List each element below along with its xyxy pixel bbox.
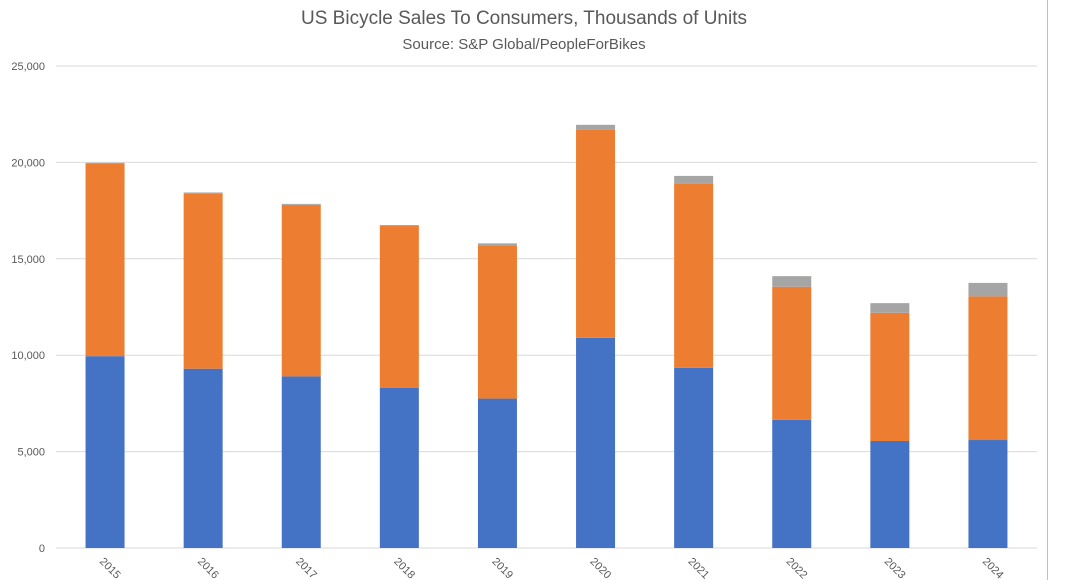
- bar-segment-1: [281, 376, 321, 548]
- bar-segment-2: [183, 193, 223, 369]
- y-tick-label: 5,000: [17, 447, 45, 459]
- y-tick-label: 10,000: [11, 350, 45, 362]
- bar-segment-3: [183, 192, 223, 194]
- bar-segment-1: [968, 440, 1008, 548]
- bar-segment-1: [85, 356, 125, 548]
- bar-segment-3: [576, 124, 616, 130]
- bar-segment-2: [968, 296, 1008, 441]
- bar-segment-3: [477, 243, 517, 246]
- bar-segment-2: [85, 163, 125, 357]
- bar-segment-2: [772, 286, 812, 420]
- bar-segment-3: [772, 276, 812, 287]
- bar-segment-3: [674, 175, 714, 184]
- bar-segment-1: [477, 398, 517, 548]
- bar-segment-3: [281, 203, 321, 205]
- x-tick-label: 2019: [489, 556, 515, 580]
- bar-segment-3: [968, 282, 1008, 297]
- y-tick-label: 15,000: [11, 254, 45, 266]
- x-tick-label: 2018: [391, 556, 417, 580]
- bar-segment-1: [576, 337, 616, 548]
- x-tick-label: 2016: [195, 556, 221, 580]
- x-tick-label: 2021: [686, 556, 712, 580]
- bar-segment-2: [870, 312, 910, 441]
- bar-segment-2: [281, 204, 321, 377]
- bar-segment-2: [477, 245, 517, 399]
- bar-segment-2: [576, 129, 616, 338]
- x-tick-label: 2020: [587, 556, 613, 580]
- x-tick-label: 2022: [784, 556, 810, 580]
- bar-segment-1: [674, 367, 714, 548]
- chart-subtitle: Source: S&P Global/PeopleForBikes: [402, 36, 646, 53]
- chart-title: US Bicycle Sales To Consumers, Thousands…: [301, 8, 747, 29]
- bar-segment-1: [379, 387, 419, 548]
- bar-segment-3: [85, 162, 125, 164]
- y-tick-label: 20,000: [11, 157, 45, 169]
- bar-segment-2: [379, 226, 419, 388]
- x-tick-label: 2024: [980, 556, 1006, 580]
- bar-segment-3: [379, 225, 419, 227]
- x-tick-label: 2023: [882, 556, 908, 580]
- bar-segment-1: [183, 368, 223, 548]
- bar-segment-1: [772, 419, 812, 548]
- bar-segment-2: [674, 183, 714, 368]
- x-tick-label: 2015: [97, 556, 123, 580]
- bar-segment-3: [870, 303, 910, 313]
- x-tick-label: 2017: [293, 556, 319, 580]
- y-tick-label: 25,000: [11, 61, 45, 73]
- bar-segment-1: [870, 440, 910, 548]
- y-tick-label: 0: [39, 543, 45, 555]
